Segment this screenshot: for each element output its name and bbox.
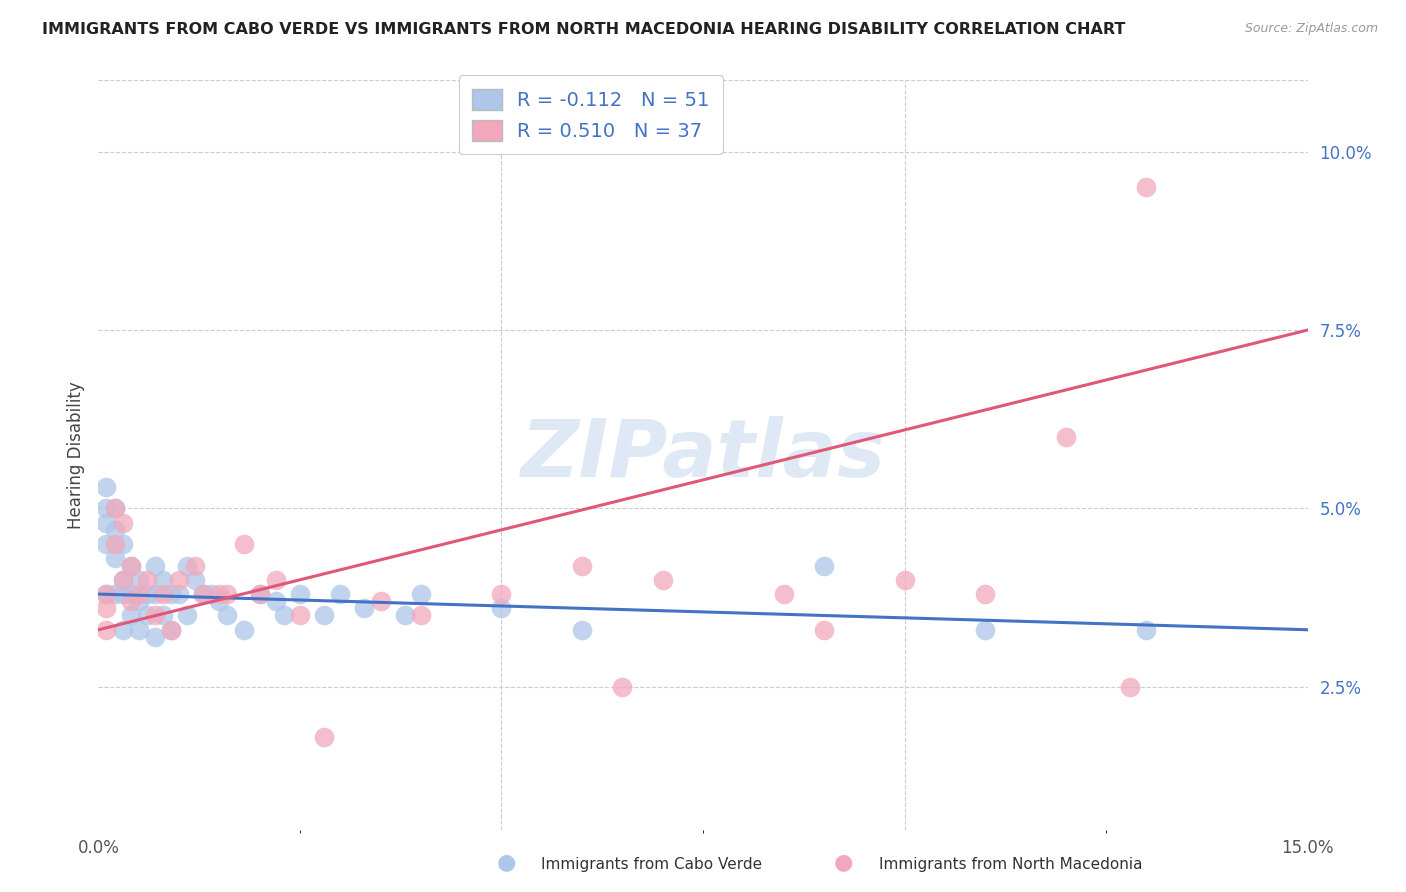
Point	[772, 587, 794, 601]
Point	[184, 558, 207, 573]
Point	[370, 594, 392, 608]
Point	[813, 623, 835, 637]
Point	[208, 594, 231, 608]
Point	[103, 537, 125, 551]
Point	[128, 587, 150, 601]
Point	[409, 608, 432, 623]
Point	[409, 587, 432, 601]
Point	[249, 587, 271, 601]
Point	[160, 623, 183, 637]
Point	[96, 480, 118, 494]
Point	[160, 623, 183, 637]
Point	[160, 587, 183, 601]
Point	[96, 537, 118, 551]
Point	[208, 587, 231, 601]
Point	[128, 594, 150, 608]
Point	[571, 558, 593, 573]
Text: Immigrants from Cabo Verde: Immigrants from Cabo Verde	[541, 857, 762, 872]
Point	[571, 623, 593, 637]
Point	[288, 608, 311, 623]
Point	[111, 623, 134, 637]
Point	[111, 573, 134, 587]
Point	[120, 594, 142, 608]
Point	[353, 601, 375, 615]
Text: Source: ZipAtlas.com: Source: ZipAtlas.com	[1244, 22, 1378, 36]
Point	[111, 516, 134, 530]
Point	[394, 608, 416, 623]
Point	[111, 537, 134, 551]
Point	[96, 587, 118, 601]
Point	[167, 573, 190, 587]
Point	[893, 573, 915, 587]
Point	[1119, 680, 1142, 694]
Point	[217, 608, 239, 623]
Point	[176, 608, 198, 623]
Point	[1054, 430, 1077, 444]
Point	[974, 587, 997, 601]
Point	[96, 501, 118, 516]
Point	[167, 587, 190, 601]
Point	[491, 587, 513, 601]
Point	[1135, 623, 1157, 637]
Point	[152, 587, 174, 601]
Text: ●: ●	[496, 853, 516, 872]
Point	[974, 623, 997, 637]
Point	[111, 587, 134, 601]
Point	[135, 608, 157, 623]
Point	[612, 680, 634, 694]
Y-axis label: Hearing Disability: Hearing Disability	[66, 381, 84, 529]
Point	[193, 587, 215, 601]
Point	[135, 573, 157, 587]
Point	[314, 730, 336, 744]
Point	[232, 537, 254, 551]
Point	[143, 608, 166, 623]
Text: Immigrants from North Macedonia: Immigrants from North Macedonia	[879, 857, 1142, 872]
Point	[143, 587, 166, 601]
Point	[143, 630, 166, 644]
Point	[273, 608, 295, 623]
Point	[1135, 180, 1157, 194]
Point	[103, 551, 125, 566]
Point	[152, 608, 174, 623]
Point	[200, 587, 222, 601]
Point	[264, 594, 287, 608]
Text: ●: ●	[834, 853, 853, 872]
Point	[135, 587, 157, 601]
Point	[103, 501, 125, 516]
Point	[120, 558, 142, 573]
Point	[120, 587, 142, 601]
Point	[232, 623, 254, 637]
Legend: R = -0.112   N = 51, R = 0.510   N = 37: R = -0.112 N = 51, R = 0.510 N = 37	[458, 75, 723, 154]
Point	[103, 523, 125, 537]
Point	[120, 558, 142, 573]
Point	[111, 573, 134, 587]
Point	[329, 587, 352, 601]
Point	[491, 601, 513, 615]
Point	[128, 573, 150, 587]
Point	[217, 587, 239, 601]
Point	[249, 587, 271, 601]
Point	[813, 558, 835, 573]
Point	[128, 623, 150, 637]
Point	[184, 573, 207, 587]
Point	[96, 516, 118, 530]
Point	[143, 558, 166, 573]
Point	[96, 623, 118, 637]
Point	[96, 587, 118, 601]
Point	[103, 501, 125, 516]
Point	[120, 608, 142, 623]
Point	[152, 573, 174, 587]
Point	[176, 558, 198, 573]
Text: ZIPatlas: ZIPatlas	[520, 416, 886, 494]
Point	[264, 573, 287, 587]
Point	[193, 587, 215, 601]
Point	[651, 573, 673, 587]
Point	[288, 587, 311, 601]
Point	[96, 601, 118, 615]
Point	[314, 608, 336, 623]
Text: IMMIGRANTS FROM CABO VERDE VS IMMIGRANTS FROM NORTH MACEDONIA HEARING DISABILITY: IMMIGRANTS FROM CABO VERDE VS IMMIGRANTS…	[42, 22, 1126, 37]
Point	[103, 587, 125, 601]
